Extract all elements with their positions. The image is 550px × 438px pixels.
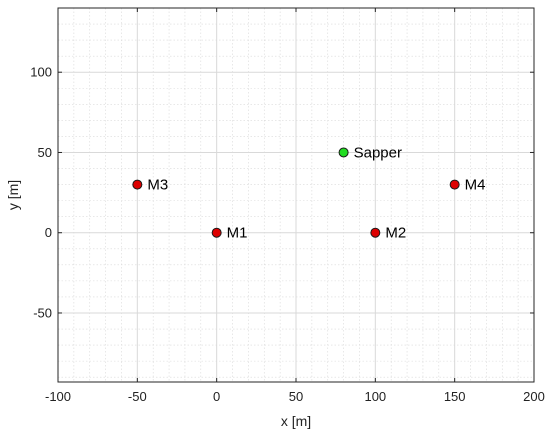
data-point-m4 — [449, 179, 460, 190]
y-axis-label: y [m] — [5, 180, 21, 210]
y-tick-labels: -50 0 50 100 — [30, 65, 52, 321]
point-label-sapper: Sapper — [354, 144, 402, 161]
x-tick-label: -100 — [45, 389, 71, 404]
point-label-m3: M3 — [147, 177, 168, 194]
y-tick-label: 100 — [30, 65, 52, 80]
x-tick-label: 200 — [523, 389, 545, 404]
data-point-m2 — [370, 227, 381, 238]
axis-ticks — [57, 8, 535, 382]
point-label-m4: M4 — [465, 177, 486, 194]
y-tick-label: 50 — [38, 145, 52, 160]
x-tick-label: 0 — [213, 389, 220, 404]
data-points: M1 M2 M3 M4 Sapper — [132, 144, 486, 242]
data-point-m3 — [132, 179, 143, 190]
data-point-sapper — [338, 147, 349, 158]
point-label-m2: M2 — [385, 225, 406, 242]
data-point-m1 — [211, 227, 222, 238]
x-tick-labels: -100 -50 0 50 100 150 200 — [45, 389, 545, 404]
x-tick-label: 50 — [289, 389, 303, 404]
x-tick-label: 100 — [364, 389, 386, 404]
point-label-m1: M1 — [227, 225, 248, 242]
x-tick-label: -50 — [128, 389, 147, 404]
y-tick-label: -50 — [33, 305, 52, 320]
x-tick-label: 150 — [444, 389, 466, 404]
y-tick-label: 0 — [45, 225, 52, 240]
x-axis-label: x [m] — [281, 413, 311, 429]
